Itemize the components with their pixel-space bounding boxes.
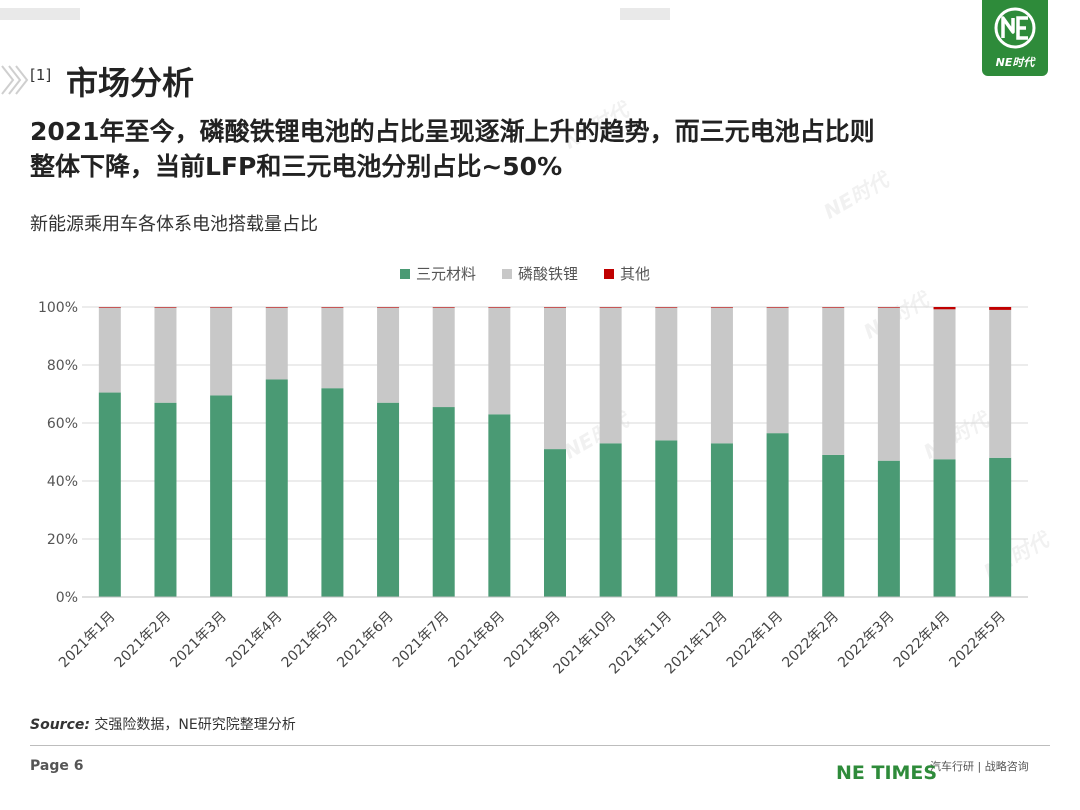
bar-segment-lfp [933, 309, 956, 460]
bar-segment-ncm [877, 460, 900, 597]
headline-line-1: 2021年至今，磷酸铁锂电池的占比呈现逐渐上升的趋势，而三元电池占比则 [30, 117, 875, 146]
bar-segment-ncm [599, 443, 622, 597]
headline: 2021年至今，磷酸铁锂电池的占比呈现逐渐上升的趋势，而三元电池占比则 整体下降… [30, 114, 1060, 184]
legend-label: 其他 [620, 265, 650, 283]
bar-segment-other [655, 307, 678, 308]
bar-segment-other [766, 307, 789, 308]
bar-segment-lfp [154, 307, 177, 403]
page-number: Page 6 [30, 758, 84, 774]
bar-segment-lfp [265, 307, 288, 380]
bar-segment-ncm [377, 402, 400, 597]
x-tick-label: 2021年3月 [167, 609, 230, 672]
ne-times-logo: NE时代 [982, 0, 1048, 76]
bar-segment-ncm [488, 414, 511, 597]
x-tick-label: 2021年4月 [223, 609, 286, 672]
chart-caption: 新能源乘用车各体系电池搭载量占比 [30, 214, 318, 235]
source-note: Source: 交强险数据，NE研究院整理分析 [30, 714, 296, 734]
legend-swatch [604, 269, 614, 279]
bar-segment-ncm [432, 407, 455, 597]
header-bar-right [620, 8, 670, 20]
legend-label: 磷酸铁锂 [518, 265, 578, 283]
bar-segment-other [377, 307, 400, 308]
x-tick-label: 2021年1月 [56, 609, 119, 672]
x-tick-label: 2022年5月 [946, 609, 1009, 672]
source-label: Source: [30, 717, 90, 733]
legend-label: 三元材料 [416, 265, 476, 283]
x-tick-label: 2021年5月 [279, 609, 342, 672]
bar-segment-lfp [655, 307, 678, 441]
y-tick-label: 100% [38, 300, 78, 316]
bar-segment-other [710, 307, 733, 308]
bar-segment-other [154, 307, 177, 308]
bar-segment-lfp [599, 307, 622, 444]
bar-segment-other [98, 307, 121, 308]
bar-segment-other [989, 307, 1012, 310]
bar-segment-lfp [210, 307, 233, 396]
logo-text: NE时代 [995, 56, 1035, 69]
bar-segment-ncm [210, 395, 233, 597]
bar-segment-ncm [154, 402, 177, 597]
bar-segment-other [432, 307, 455, 308]
bar-segment-ncm [989, 457, 1012, 597]
bar-segment-ncm [822, 454, 845, 597]
y-tick-label: 20% [47, 532, 78, 548]
footer-divider [30, 745, 1050, 746]
footer-tagline: 汽车行研 | 战略咨询 [930, 760, 1029, 773]
x-tick-label: 2022年1月 [724, 609, 787, 672]
y-tick-label: 0% [56, 590, 78, 606]
bar-segment-ncm [933, 459, 956, 597]
bar-segment-ncm [321, 388, 344, 597]
bar-segment-other [210, 307, 233, 308]
bar-segment-lfp [488, 307, 511, 415]
bar-segment-lfp [877, 307, 900, 461]
bar-segment-lfp [321, 307, 344, 389]
y-tick-label: 40% [47, 474, 78, 490]
bar-segment-lfp [989, 309, 1012, 458]
x-tick-label: 2021年8月 [446, 609, 509, 672]
bar-segment-other [265, 307, 288, 308]
x-tick-label: 2022年3月 [835, 609, 898, 672]
bar-segment-lfp [766, 307, 789, 434]
bar-segment-ncm [766, 433, 789, 597]
bar-segment-ncm [710, 443, 733, 597]
x-tick-label: 2021年6月 [334, 609, 397, 672]
bar-segment-other [488, 307, 511, 308]
bar-segment-lfp [98, 307, 121, 393]
headline-line-2: 整体下降，当前LFP和三元电池分别占比~50% [30, 152, 563, 181]
bar-segment-ncm [544, 449, 566, 597]
bar-segment-other [933, 307, 956, 310]
x-tick-label: 2022年2月 [779, 609, 842, 672]
section-title: 市场分析 [66, 64, 195, 102]
bar-segment-other [877, 307, 900, 308]
bar-segment-other [321, 307, 344, 308]
bar-segment-lfp [377, 307, 400, 403]
x-tick-label: 2022年4月 [891, 609, 954, 672]
bar-segment-ncm [98, 392, 121, 597]
bar-segment-other [822, 307, 845, 308]
x-tick-label: 2021年7月 [390, 609, 453, 672]
footer-brand: NE TIMES [836, 762, 938, 784]
bar-segment-ncm [655, 440, 678, 597]
bar-segment-lfp [822, 307, 845, 455]
section-number: [1] [30, 66, 52, 84]
legend-swatch [400, 269, 410, 279]
bar-segment-other [599, 307, 622, 308]
bar-segment-lfp [432, 307, 455, 408]
bar-segment-other [544, 307, 566, 308]
bar-segment-ncm [265, 379, 288, 597]
y-tick-label: 80% [47, 358, 78, 374]
header-bar-left [0, 8, 80, 20]
bar-segment-lfp [544, 307, 566, 450]
legend-swatch [502, 269, 512, 279]
stacked-bar-chart: 0%20%40%60%80%100%2021年1月2021年2月2021年3月2… [38, 265, 1028, 677]
y-tick-label: 60% [47, 416, 78, 432]
source-text: 交强险数据，NE研究院整理分析 [94, 717, 296, 733]
bar-segment-lfp [710, 307, 733, 444]
x-tick-label: 2021年2月 [112, 609, 175, 672]
section-chevron-icon [1, 65, 29, 95]
